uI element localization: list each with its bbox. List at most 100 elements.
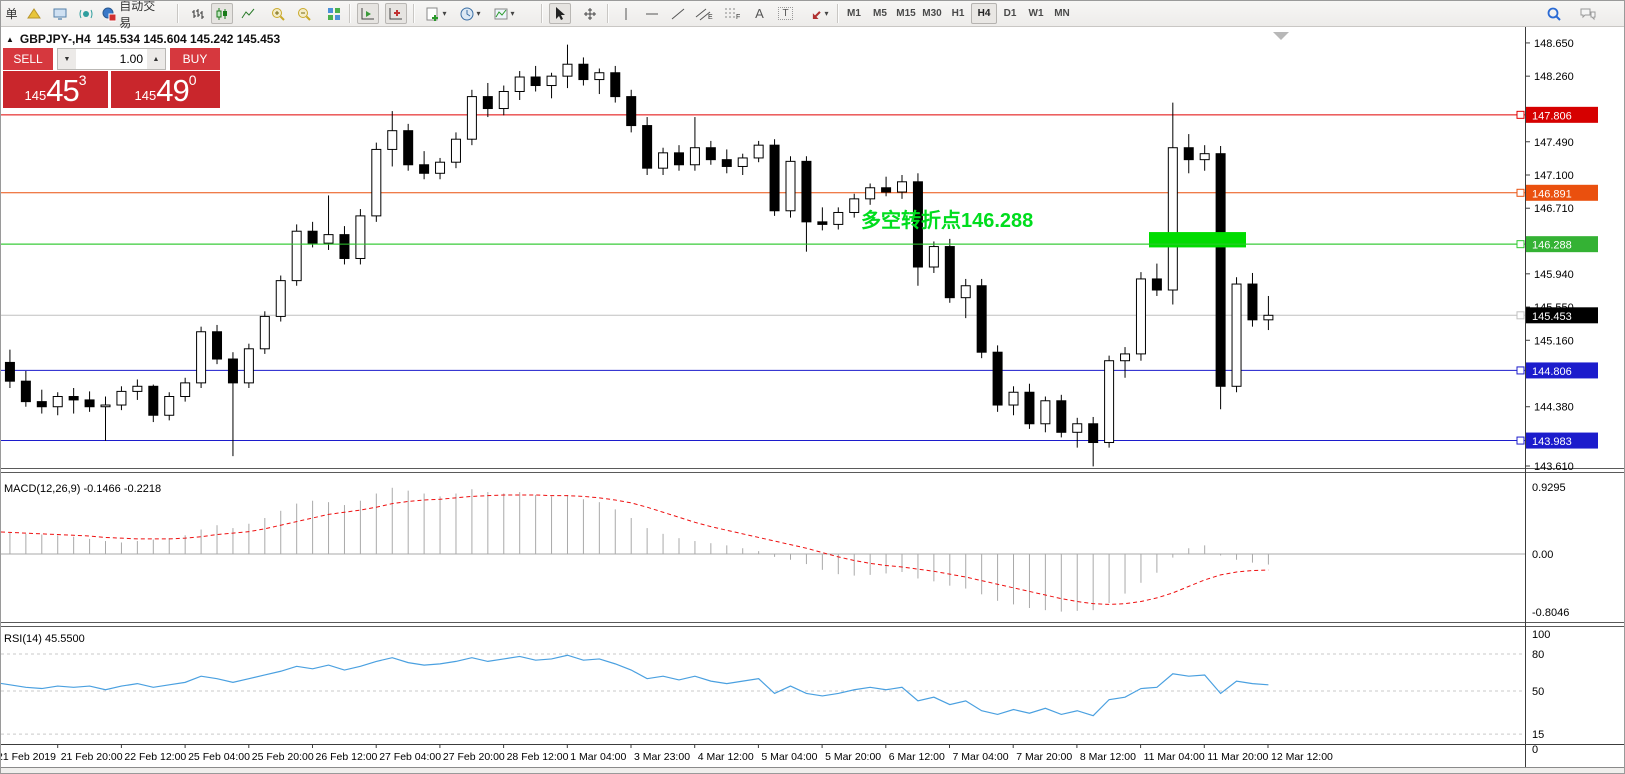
svg-text:146.288: 146.288 bbox=[1532, 240, 1572, 252]
tile-windows-icon[interactable] bbox=[323, 3, 344, 24]
svg-text:-0.8046: -0.8046 bbox=[1532, 607, 1569, 619]
svg-text:100: 100 bbox=[1532, 629, 1550, 641]
scroll-to-end-icon[interactable] bbox=[357, 3, 379, 24]
line-chart-icon[interactable] bbox=[237, 3, 258, 24]
volume-increase-button[interactable]: ▲ bbox=[147, 49, 165, 69]
svg-text:27 Feb 20:00: 27 Feb 20:00 bbox=[443, 751, 505, 763]
equidistant-channel-icon[interactable]: E bbox=[693, 3, 715, 24]
svg-text:5 Mar 20:00: 5 Mar 20:00 bbox=[825, 751, 881, 763]
cursor-icon[interactable] bbox=[549, 3, 571, 24]
svg-text:148.650: 148.650 bbox=[1534, 38, 1574, 50]
period-dropdown[interactable]: ▾ bbox=[455, 3, 485, 24]
trendline-icon[interactable] bbox=[667, 3, 688, 24]
svg-text:144.380: 144.380 bbox=[1534, 402, 1574, 414]
tab-timeframe-M1[interactable]: M1 bbox=[847, 8, 861, 19]
svg-text:0: 0 bbox=[1532, 744, 1538, 756]
svg-text:RSI(14) 45.5500: RSI(14) 45.5500 bbox=[4, 633, 85, 645]
svg-text:147.490: 147.490 bbox=[1534, 137, 1574, 149]
svg-text:143.983: 143.983 bbox=[1532, 436, 1572, 448]
symbol-period: GBPJPY-,H4 bbox=[19, 32, 91, 46]
volume-decrease-button[interactable]: ▼ bbox=[58, 49, 76, 69]
timeframe-group: M1 M5 M15 M30 H1 H4 D1 W1 MN bbox=[841, 3, 1075, 24]
svg-text:25 Feb 20:00: 25 Feb 20:00 bbox=[252, 751, 314, 763]
svg-text:3 Mar 23:00: 3 Mar 23:00 bbox=[634, 751, 690, 763]
symbol-marker-icon: ▲ bbox=[6, 34, 14, 44]
svg-text:多空转折点146.288: 多空转折点146.288 bbox=[861, 208, 1033, 232]
tab-timeframe-D1[interactable]: D1 bbox=[1003, 8, 1017, 19]
svg-text:0.9295: 0.9295 bbox=[1532, 482, 1566, 494]
vertical-line-icon[interactable] bbox=[615, 3, 636, 24]
svg-text:27 Feb 04:00: 27 Feb 04:00 bbox=[379, 751, 441, 763]
svg-text:148.260: 148.260 bbox=[1534, 71, 1574, 83]
svg-text:8 Mar 12:00: 8 Mar 12:00 bbox=[1080, 751, 1136, 763]
fibonacci-icon[interactable]: F bbox=[721, 3, 742, 24]
text-tool-icon[interactable]: A bbox=[755, 6, 764, 21]
svg-text:144.806: 144.806 bbox=[1532, 366, 1572, 378]
tab-timeframe-M5[interactable]: M5 bbox=[873, 8, 887, 19]
crosshair-icon[interactable] bbox=[579, 3, 600, 24]
buy-price-button[interactable]: 145 49 0 bbox=[111, 71, 220, 108]
svg-text:12 Mar 12:00: 12 Mar 12:00 bbox=[1271, 751, 1333, 763]
svg-text:0.00: 0.00 bbox=[1532, 549, 1553, 561]
search-icon[interactable] bbox=[1543, 3, 1564, 24]
autotrading-button[interactable]: 自动交易 bbox=[99, 1, 167, 30]
new-chart-dropdown[interactable]: ▾ bbox=[421, 3, 451, 24]
candlestick-chart-icon[interactable] bbox=[211, 3, 233, 24]
text-label-tool-icon[interactable]: T bbox=[775, 3, 796, 24]
arrows-dropdown[interactable]: ▾ bbox=[803, 3, 833, 24]
svg-text:147.100: 147.100 bbox=[1534, 170, 1574, 182]
svg-text:22 Feb 12:00: 22 Feb 12:00 bbox=[124, 751, 186, 763]
svg-text:80: 80 bbox=[1532, 649, 1544, 661]
svg-text:21 Feb 2019: 21 Feb 2019 bbox=[1, 751, 56, 763]
svg-text:5 Mar 04:00: 5 Mar 04:00 bbox=[761, 751, 817, 763]
zoom-in-icon[interactable] bbox=[267, 3, 288, 24]
indicators-dropdown[interactable]: ▾ bbox=[489, 3, 519, 24]
svg-text:146.710: 146.710 bbox=[1534, 203, 1574, 215]
svg-text:146.891: 146.891 bbox=[1532, 188, 1572, 200]
chat-icon[interactable] bbox=[1577, 3, 1599, 24]
volume-input[interactable] bbox=[76, 49, 147, 69]
svg-text:25 Feb 04:00: 25 Feb 04:00 bbox=[188, 751, 250, 763]
tab-timeframe-MN[interactable]: MN bbox=[1054, 8, 1070, 19]
svg-text:7 Mar 20:00: 7 Mar 20:00 bbox=[1016, 751, 1072, 763]
terminal-icon[interactable] bbox=[49, 3, 70, 24]
toolbar: 单 自动交易 bbox=[1, 1, 1624, 30]
sell-button[interactable]: SELL bbox=[3, 48, 53, 70]
metaeditor-icon[interactable] bbox=[23, 3, 44, 24]
zoom-out-icon[interactable] bbox=[293, 3, 314, 24]
horizontal-line-icon[interactable] bbox=[641, 3, 662, 24]
signals-icon[interactable] bbox=[75, 3, 96, 24]
new-order-button[interactable]: 单 bbox=[5, 7, 18, 21]
svg-text:21 Feb 20:00: 21 Feb 20:00 bbox=[61, 751, 123, 763]
tab-timeframe-H4[interactable]: H4 bbox=[971, 3, 997, 24]
tab-timeframe-M30[interactable]: M30 bbox=[922, 8, 942, 19]
chevron-down-icon: ▾ bbox=[824, 9, 829, 18]
chevron-down-icon: ▾ bbox=[510, 9, 515, 18]
sell-price-button[interactable]: 145 45 3 bbox=[3, 71, 108, 108]
svg-text:15: 15 bbox=[1532, 729, 1544, 741]
svg-text:26 Feb 12:00: 26 Feb 12:00 bbox=[316, 751, 378, 763]
svg-text:6 Mar 12:00: 6 Mar 12:00 bbox=[889, 751, 945, 763]
svg-text:145.940: 145.940 bbox=[1534, 269, 1574, 281]
chart-shift-icon[interactable] bbox=[385, 3, 407, 24]
svg-text:11 Mar 20:00: 11 Mar 20:00 bbox=[1207, 751, 1268, 763]
svg-text:11 Mar 04:00: 11 Mar 04:00 bbox=[1144, 751, 1205, 763]
svg-text:1 Mar 04:00: 1 Mar 04:00 bbox=[570, 751, 626, 763]
tab-timeframe-W1[interactable]: W1 bbox=[1028, 8, 1044, 19]
chart-title: ▲ GBPJPY-,H4 145.534 145.604 145.242 145… bbox=[6, 32, 280, 46]
svg-text:50: 50 bbox=[1532, 686, 1544, 698]
tab-timeframe-H1[interactable]: H1 bbox=[951, 8, 965, 19]
chevron-down-icon: ▾ bbox=[442, 9, 447, 18]
bar-chart-icon[interactable] bbox=[187, 3, 208, 24]
svg-text:147.806: 147.806 bbox=[1532, 110, 1572, 122]
buy-button[interactable]: BUY bbox=[170, 48, 220, 70]
chevron-down-icon: ▾ bbox=[476, 9, 481, 18]
volume-stepper: ▼ ▲ bbox=[57, 48, 166, 70]
svg-text:145.453: 145.453 bbox=[1532, 311, 1572, 323]
tab-timeframe-M15[interactable]: M15 bbox=[896, 8, 916, 19]
svg-text:145.160: 145.160 bbox=[1534, 335, 1574, 347]
svg-text:7 Mar 04:00: 7 Mar 04:00 bbox=[953, 751, 1009, 763]
